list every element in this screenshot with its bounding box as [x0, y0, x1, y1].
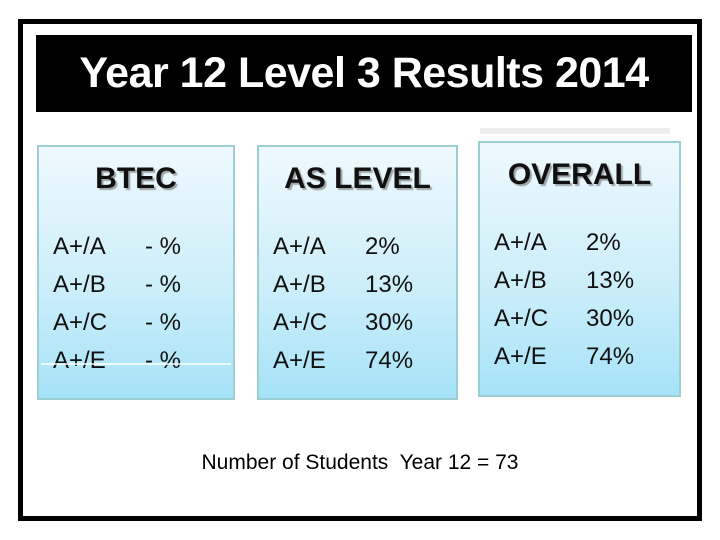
table-row: A+/E - %: [53, 342, 233, 380]
table-row: A+/B 13%: [494, 262, 679, 300]
decorative-strip: [480, 128, 670, 134]
grade-value: - %: [145, 309, 181, 336]
grade-value: 2%: [586, 229, 621, 256]
table-row: A+/B 13%: [273, 266, 456, 304]
students-caption: Number of Students Year 12 = 73: [201, 451, 519, 474]
grade-value: - %: [145, 233, 181, 260]
grade-label: A+/C: [494, 305, 549, 332]
grade-value: 30%: [586, 305, 635, 332]
title-bar: Year 12 Level 3 Results 2014: [36, 35, 692, 112]
panel-btec-header: BTEC: [95, 162, 177, 195]
table-row: A+/C 30%: [494, 300, 679, 338]
table-row: A+/A 2%: [494, 224, 679, 262]
table-row: A+/C 30%: [273, 304, 456, 342]
grade-label: A+/B: [53, 271, 106, 298]
grade-value: 2%: [365, 233, 400, 260]
grade-label: A+/A: [273, 233, 326, 260]
grade-label: A+/C: [273, 309, 328, 336]
table-row: A+/A - %: [53, 228, 233, 266]
table-row: A+/A 2%: [273, 228, 456, 266]
grade-label: A+/E: [273, 347, 326, 374]
panel-btec-rows: A+/A - % A+/B - % A+/C - % A+/E - %: [39, 228, 233, 380]
page-title: Year 12 Level 3 Results 2014: [79, 49, 649, 97]
grade-value: - %: [145, 271, 181, 298]
panel-as-level-rows: A+/A 2% A+/B 13% A+/C 30% A+/E 74%: [259, 228, 456, 380]
panel-overall-rows: A+/A 2% A+/B 13% A+/C 30% A+/E 74%: [480, 224, 679, 376]
grade-label: A+/E: [494, 343, 547, 370]
table-row: A+/B - %: [53, 266, 233, 304]
table-row: A+/C - %: [53, 304, 233, 342]
grade-label: A+/B: [494, 267, 547, 294]
panel-overall: OVERALL A+/A 2% A+/B 13% A+/C 30% A+/E 7…: [478, 141, 681, 397]
grade-value: 74%: [365, 347, 414, 374]
panel-as-level-header: AS LEVEL: [284, 162, 431, 195]
row-divider-line: [41, 363, 231, 365]
grade-value: 13%: [365, 271, 414, 298]
grade-value: - %: [145, 347, 181, 374]
table-row: A+/E 74%: [273, 342, 456, 380]
grade-label: A+/A: [53, 233, 106, 260]
grade-label: A+/E: [53, 347, 106, 374]
grade-label: A+/C: [53, 309, 108, 336]
slide-border-frame: [18, 19, 702, 521]
grade-value: 30%: [365, 309, 414, 336]
panel-btec: BTEC A+/A - % A+/B - % A+/C - % A+/E - %: [37, 145, 235, 400]
panel-as-level: AS LEVEL A+/A 2% A+/B 13% A+/C 30% A+/E …: [257, 145, 458, 400]
grade-value: 74%: [586, 343, 635, 370]
grade-label: A+/A: [494, 229, 547, 256]
grade-label: A+/B: [273, 271, 326, 298]
grade-value: 13%: [586, 267, 635, 294]
table-row: A+/E 74%: [494, 338, 679, 376]
panel-overall-header: OVERALL: [507, 158, 652, 191]
